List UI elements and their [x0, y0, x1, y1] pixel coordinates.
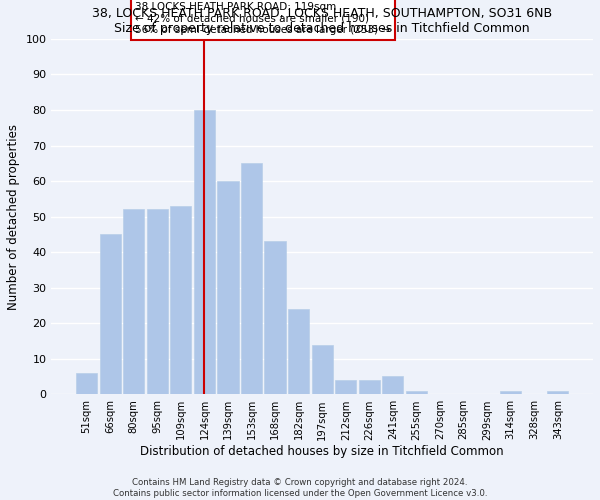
Bar — [76, 373, 97, 394]
Bar — [123, 210, 145, 394]
Text: 38 LOCKS HEATH PARK ROAD: 119sqm
← 42% of detached houses are smaller (190)
56% : 38 LOCKS HEATH PARK ROAD: 119sqm ← 42% o… — [136, 2, 391, 35]
Y-axis label: Number of detached properties: Number of detached properties — [7, 124, 20, 310]
Bar — [288, 309, 309, 394]
Bar — [170, 206, 191, 394]
Bar — [406, 390, 427, 394]
Bar — [359, 380, 380, 394]
Bar — [217, 181, 239, 394]
Bar — [146, 210, 168, 394]
Bar — [194, 110, 215, 395]
Bar — [382, 376, 403, 394]
Bar — [311, 344, 333, 395]
Bar — [500, 390, 521, 394]
X-axis label: Distribution of detached houses by size in Titchfield Common: Distribution of detached houses by size … — [140, 445, 504, 458]
Text: Contains HM Land Registry data © Crown copyright and database right 2024.
Contai: Contains HM Land Registry data © Crown c… — [113, 478, 487, 498]
Bar — [100, 234, 121, 394]
Bar — [335, 380, 356, 394]
Title: 38, LOCKS HEATH PARK ROAD, LOCKS HEATH, SOUTHAMPTON, SO31 6NB
Size of property r: 38, LOCKS HEATH PARK ROAD, LOCKS HEATH, … — [92, 7, 552, 35]
Bar — [241, 164, 262, 394]
Bar — [547, 390, 568, 394]
Bar — [265, 242, 286, 394]
